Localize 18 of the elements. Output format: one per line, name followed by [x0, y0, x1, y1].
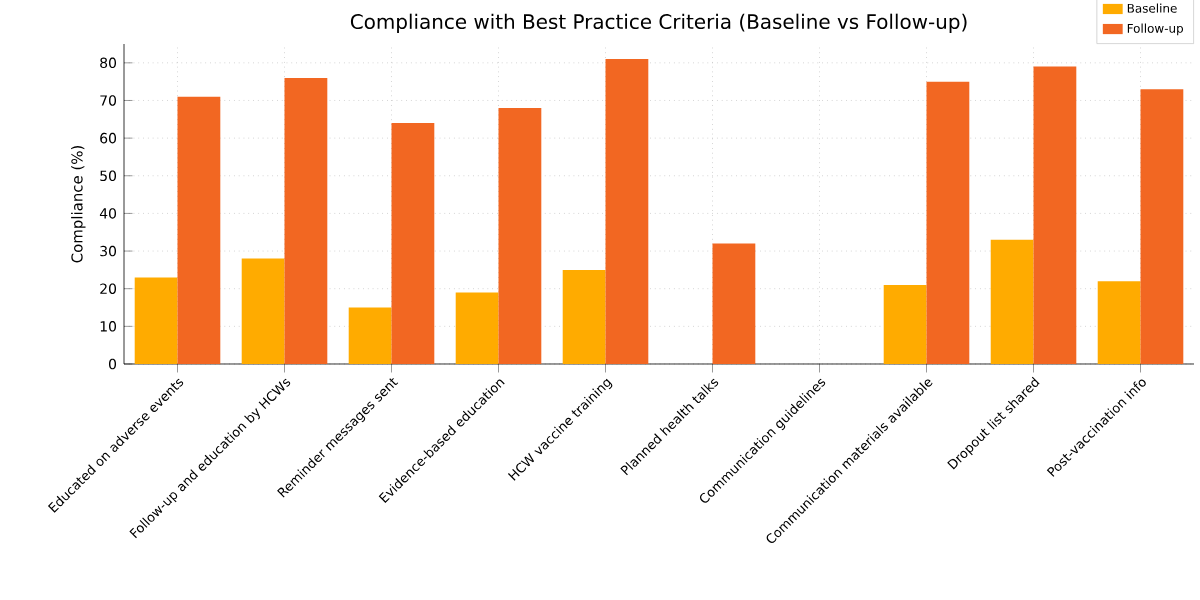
- bar: [1097, 281, 1141, 364]
- bar: [391, 123, 435, 364]
- bar: [498, 108, 542, 364]
- bar: [1033, 66, 1077, 364]
- bar: [284, 77, 328, 364]
- chart-title: Compliance with Best Practice Criteria (Baseline vs Follow-up): [350, 13, 967, 33]
- bar: [926, 81, 970, 364]
- bar: [348, 307, 392, 364]
- bar: [455, 292, 499, 364]
- bar: [990, 239, 1034, 364]
- bar: [605, 59, 649, 364]
- bar: [883, 284, 927, 364]
- bar: [241, 258, 285, 364]
- bar: [177, 96, 221, 364]
- bar: [712, 243, 756, 364]
- bar: [1140, 89, 1184, 364]
- bar: [562, 269, 606, 364]
- bar: [134, 277, 178, 364]
